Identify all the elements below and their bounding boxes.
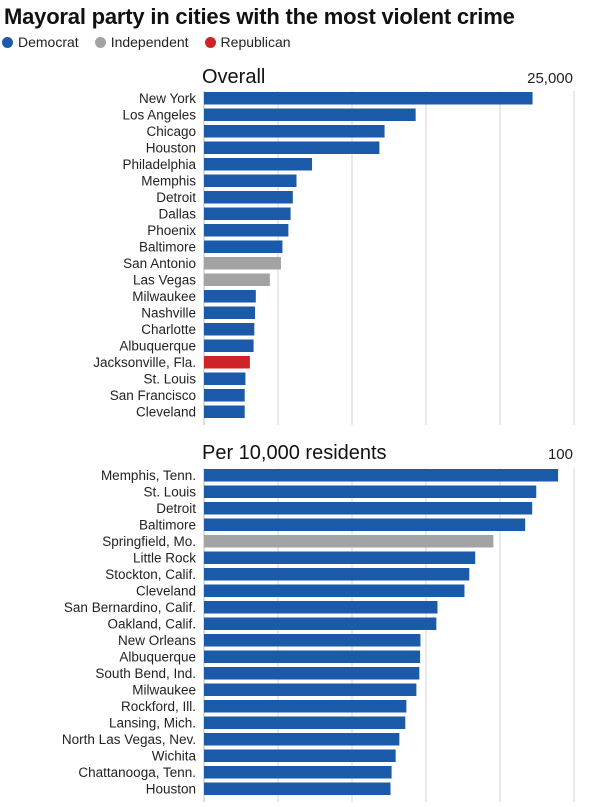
bar	[204, 650, 421, 663]
bar	[204, 339, 254, 352]
category-label: Memphis	[141, 174, 196, 189]
bar	[204, 372, 246, 385]
legend-item-democrat: Democrat	[2, 34, 79, 50]
category-label: Detroit	[156, 190, 196, 205]
category-label: St. Louis	[143, 485, 196, 500]
democrat-swatch	[2, 36, 13, 48]
bar	[204, 535, 494, 548]
legend: Democrat Independent Republican	[2, 34, 291, 50]
bar	[204, 389, 245, 402]
legend-item-independent: Independent	[94, 34, 189, 50]
bar	[204, 257, 281, 270]
bar	[204, 683, 417, 696]
bar	[204, 240, 283, 253]
chart-panel-title: Per 10,000 residents	[202, 442, 387, 464]
category-label: Milwaukee	[132, 289, 196, 304]
category-label: Wichita	[152, 749, 197, 764]
bar	[204, 92, 533, 105]
category-label: Philadelphia	[122, 157, 196, 172]
republican-swatch	[204, 36, 216, 48]
bar	[204, 207, 291, 220]
bar	[204, 518, 526, 531]
category-label: Lansing, Mich.	[109, 716, 196, 731]
legend-item-republican: Republican	[204, 34, 291, 50]
bar	[204, 158, 313, 171]
category-label: Phoenix	[147, 223, 196, 238]
bar	[204, 108, 416, 121]
legend-label: Independent	[110, 34, 189, 50]
category-label: Oakland, Calif.	[107, 617, 196, 632]
bar	[204, 405, 245, 418]
legend-label: Republican	[220, 34, 291, 50]
legend-label: Democrat	[18, 34, 79, 50]
max-tick-label: 25,000	[527, 70, 573, 87]
max-tick-label: 100	[548, 446, 573, 463]
category-label: St. Louis	[143, 372, 196, 387]
bar	[204, 617, 437, 630]
bar	[204, 766, 392, 779]
chart-title: Mayoral party in cities with the most vi…	[4, 4, 515, 29]
category-label: Charlotte	[141, 322, 196, 337]
category-label: Stockton, Calif.	[105, 567, 196, 582]
category-label: Cleveland	[136, 405, 196, 420]
category-label: Albuquerque	[119, 339, 196, 354]
category-label: Los Angeles	[122, 108, 196, 123]
bar	[204, 749, 396, 762]
bar	[204, 601, 438, 614]
bar	[204, 224, 289, 237]
category-label: North Las Vegas, Nev.	[62, 732, 196, 747]
category-label: Las Vegas	[133, 273, 196, 288]
bar	[204, 584, 465, 597]
category-label: Dallas	[158, 207, 196, 222]
bar	[204, 273, 270, 286]
category-label: Rockford, Ill.	[121, 699, 196, 714]
bar	[204, 141, 380, 154]
category-label: South Bend, Ind.	[95, 666, 196, 681]
category-label: Cleveland	[136, 584, 196, 599]
category-label: Detroit	[156, 501, 196, 516]
bar	[204, 290, 256, 303]
category-label: Baltimore	[139, 518, 196, 533]
category-label: Chattanooga, Tenn.	[78, 765, 196, 780]
category-label: Little Rock	[133, 551, 196, 566]
category-label: San Antonio	[123, 256, 196, 271]
category-label: Springfield, Mo.	[102, 534, 196, 549]
bar	[204, 634, 421, 647]
bar	[204, 323, 255, 336]
category-label: San Francisco	[110, 388, 196, 403]
category-label: Milwaukee	[132, 683, 196, 698]
bar	[204, 174, 297, 187]
category-label: Chicago	[146, 124, 196, 139]
bar	[204, 667, 420, 680]
bar	[204, 782, 391, 795]
category-label: Nashville	[141, 306, 196, 321]
bar	[204, 191, 293, 204]
bar	[204, 306, 256, 319]
bar	[204, 125, 385, 138]
category-label: New Orleans	[118, 633, 196, 648]
bar	[204, 700, 407, 713]
category-label: Houston	[146, 141, 196, 156]
category-label: Albuquerque	[119, 650, 196, 665]
bar	[204, 551, 476, 564]
category-label: Jacksonville, Fla.	[93, 355, 196, 370]
chart-panel-title: Overall	[202, 66, 265, 88]
category-label: San Bernardino, Calif.	[64, 600, 196, 615]
category-label: Houston	[146, 782, 196, 797]
category-label: Memphis, Tenn.	[101, 468, 196, 483]
bar	[204, 502, 533, 515]
bar	[204, 716, 406, 729]
bar	[204, 485, 537, 498]
category-label: New York	[139, 91, 196, 106]
bar	[204, 469, 559, 482]
bar	[204, 568, 470, 581]
independent-swatch	[94, 36, 106, 48]
bar	[204, 733, 400, 746]
category-label: Baltimore	[139, 240, 196, 255]
bar	[204, 356, 250, 369]
